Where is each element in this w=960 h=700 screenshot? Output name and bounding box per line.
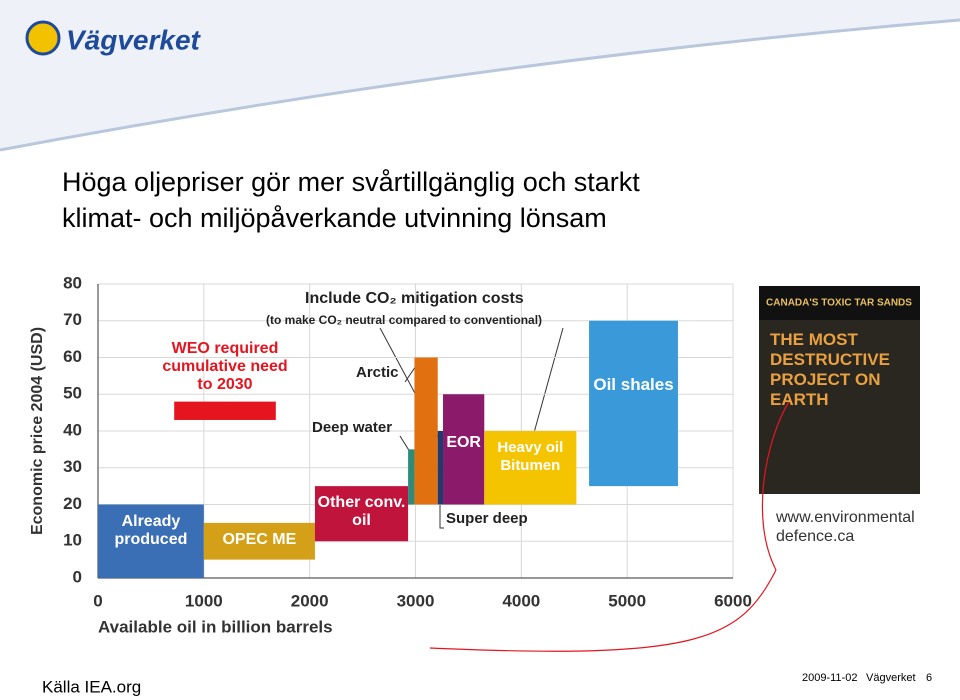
y-tick-label: 70 (63, 310, 82, 329)
y-tick-label: 20 (63, 494, 82, 513)
y-tick-label: 10 (63, 531, 82, 550)
logo-mark (25, 20, 61, 56)
title-line: Höga oljepriser gör mer svårtillgänglig … (62, 167, 640, 197)
leader-line (399, 435, 411, 453)
y-tick-label: 60 (63, 347, 82, 366)
link-curve (761, 399, 791, 571)
x-tick-label: 5000 (608, 591, 646, 610)
bar-label: Deep water (312, 419, 393, 436)
y-axis-label: Economic price 2004 (USD) (29, 327, 46, 535)
cover-headline: CANADA'S TOXIC TAR SANDS (766, 298, 912, 309)
leader-line (439, 505, 444, 529)
bar (314, 486, 409, 542)
footer-org: Vägverket (866, 672, 916, 684)
bar (589, 320, 678, 487)
y-tick-label: 80 (63, 273, 82, 292)
x-axis-label: Available oil in billion barrels (98, 617, 333, 636)
y-tick-label: 40 (63, 420, 82, 439)
footer-page: 6 (926, 672, 932, 684)
y-tick-label: 30 (63, 457, 82, 476)
cover-band (759, 286, 920, 320)
footer-date: 2009-11-02 (802, 672, 857, 684)
x-tick-label: 0 (93, 591, 102, 610)
bar (174, 401, 276, 420)
bar-label: WEO required cumulative need to 2030 (162, 340, 288, 393)
x-tick-label: 2000 (291, 591, 329, 610)
bar (443, 394, 485, 505)
bar (484, 431, 577, 505)
y-tick-label: 0 (73, 567, 82, 586)
bar-label: OPEC ME (222, 530, 297, 548)
bar (203, 522, 315, 560)
bar (437, 431, 444, 505)
bar (98, 504, 204, 578)
title-line: klimat- och miljöpåverkande utvinning lö… (62, 203, 607, 233)
annotation: (to make CO₂ neutral compared to convent… (266, 313, 543, 327)
x-tick-label: 4000 (502, 591, 540, 610)
leader-line (531, 327, 564, 441)
header-line (0, 18, 960, 152)
bar (414, 357, 438, 505)
cover-title: THE MOST DESTRUCTIVE PROJECT ON EARTH (770, 330, 890, 409)
header-swoosh (0, 0, 960, 150)
bar-label: Already produced (114, 512, 188, 548)
source: Källa IEA.org (42, 677, 141, 696)
x-tick-label: 6000 (714, 591, 752, 610)
bar-label: Arctic (356, 364, 399, 381)
logo-text: Vägverket (66, 24, 202, 55)
bar-label: Oil shales (593, 374, 674, 394)
annotation: Include CO₂ mitigation costs (305, 290, 524, 307)
bar-label: Other conv. oil (317, 494, 406, 530)
bar-label: Heavy oil Bitumen (497, 439, 564, 474)
bar (408, 449, 415, 505)
y-tick-label: 50 (63, 384, 82, 403)
link[interactable]: www.environmental defence.ca (776, 509, 915, 545)
x-tick-label: 3000 (397, 591, 435, 610)
bar-label: EOR (446, 434, 481, 452)
x-tick-label: 1000 (185, 591, 223, 610)
cover-image (759, 286, 920, 494)
link-curve (429, 569, 777, 652)
bar-label: Super deep (446, 510, 528, 527)
